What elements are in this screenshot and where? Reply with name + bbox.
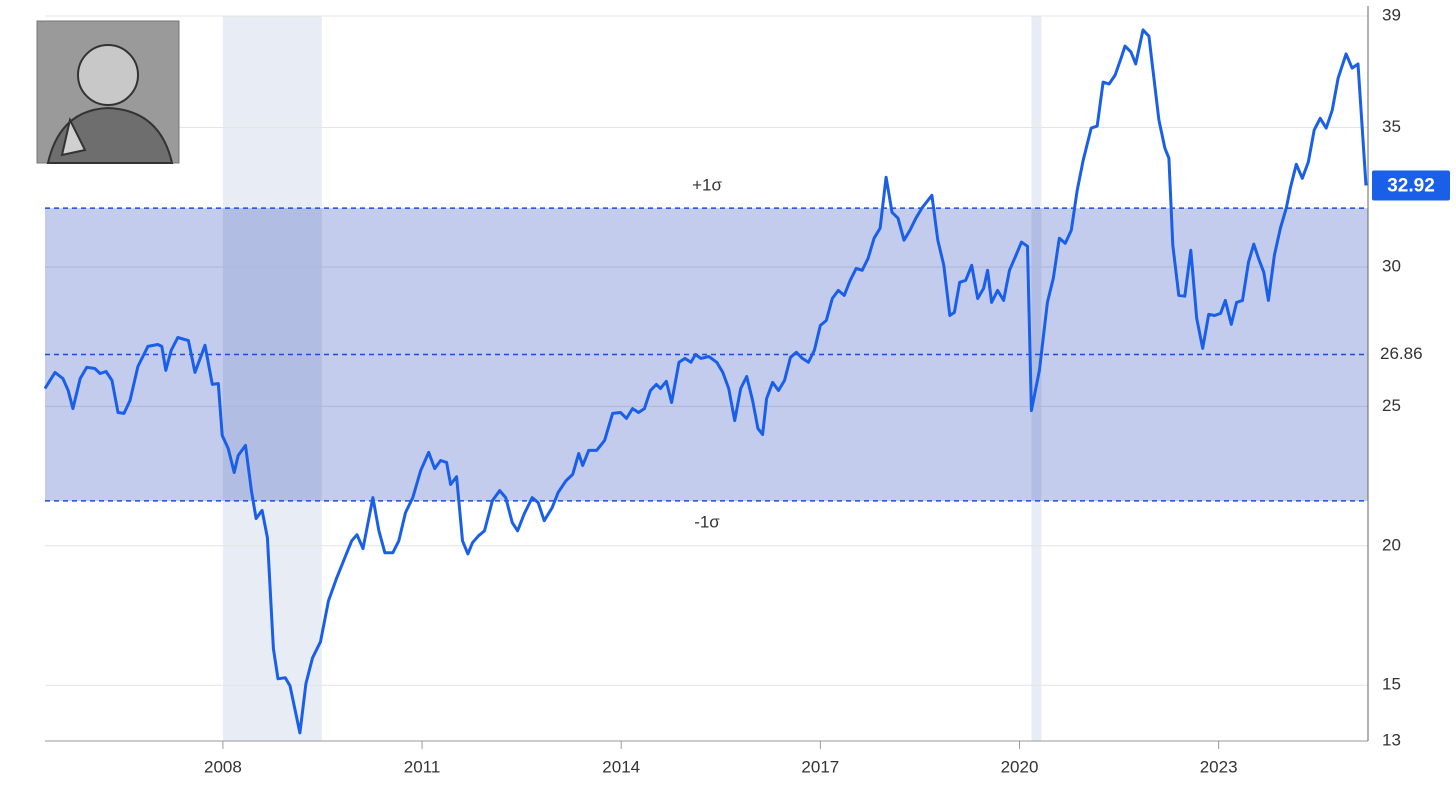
data-line (43, 28, 1368, 735)
sigma-label: +1σ (692, 176, 722, 195)
y-tick-label: 20 (1382, 535, 1401, 554)
y-tick-label: 15 (1382, 675, 1401, 694)
y-tick-label: 25 (1382, 396, 1401, 415)
last-value-label: 32.92 (1387, 176, 1435, 197)
x-tick-label: 2011 (404, 757, 441, 776)
x-tick-label: 2023 (1200, 757, 1238, 776)
y-tick-label: 39 (1382, 5, 1401, 24)
mean-label: 26.86 (1380, 344, 1423, 363)
y-tick-label: 13 (1382, 730, 1401, 749)
portrait (36, 20, 180, 164)
last-value-box (1372, 170, 1450, 201)
sigma-label: -1σ (694, 512, 720, 531)
x-tick-label: 2017 (801, 757, 839, 776)
x-tick-label: 2014 (602, 757, 640, 776)
x-tick-label: 2008 (204, 757, 242, 776)
y-tick-label: 35 (1382, 117, 1401, 136)
y-tick-label: 30 (1382, 256, 1401, 275)
x-tick-label: 2020 (1001, 757, 1039, 776)
